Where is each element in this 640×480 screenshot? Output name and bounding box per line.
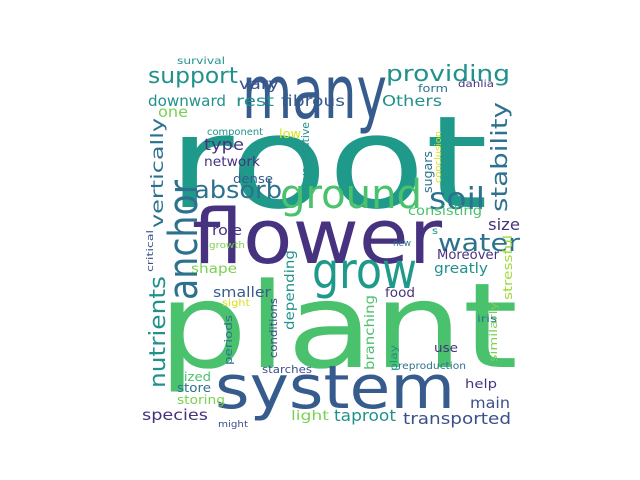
cloud-word: one (158, 103, 188, 121)
cloud-word: system (215, 353, 455, 423)
cloud-word: conditions (267, 298, 280, 358)
cloud-word: dahlia (458, 79, 494, 90)
cloud-word: reproduction (398, 361, 466, 372)
cloud-word: starches (262, 363, 312, 376)
cloud-word: water (438, 229, 520, 257)
cloud-word: sugars (421, 151, 435, 193)
cloud-word: nutrients (146, 276, 171, 388)
cloud-word: size (488, 215, 520, 234)
cloud-word: support (148, 64, 238, 89)
cloud-word: dense (233, 172, 273, 186)
cloud-word: survival (177, 56, 225, 67)
cloud-word: light (291, 409, 329, 424)
cloud-word: shape (191, 262, 237, 277)
cloud-word: Others (382, 92, 442, 110)
cloud-word: store (177, 381, 211, 395)
cloud-word: sized (177, 370, 211, 384)
cloud-word: iris (477, 314, 497, 325)
cloud-word: stressful (501, 235, 515, 300)
cloud-word: vertically (148, 118, 168, 228)
cloud-word: conclusion (434, 131, 444, 183)
cloud-word: soil (429, 182, 485, 217)
cloud-word: new (393, 239, 411, 249)
cloud-word: sight (222, 298, 250, 309)
cloud-word: flower (192, 192, 443, 281)
cloud-word: might (218, 420, 249, 430)
cloud-word: periods (222, 315, 235, 365)
cloud-word: use (434, 341, 458, 355)
cloud-word: component (207, 127, 263, 138)
cloud-word: critical (146, 230, 156, 272)
cloud-word: role (212, 223, 242, 239)
cloud-word: network (204, 155, 260, 170)
cloud-word: storing (177, 393, 225, 407)
cloud-word: vegetative (299, 122, 312, 180)
cloud-word: play (389, 345, 400, 371)
cloud-word: vary (239, 75, 279, 93)
cloud-word: food (385, 286, 415, 301)
cloud-word: consisting (408, 204, 482, 219)
cloud-word: depending (283, 250, 298, 330)
cloud-word: greatly (434, 261, 488, 277)
cloud-word: Moreover (437, 248, 500, 263)
cloud-word: taproot (334, 406, 396, 425)
cloud-word: low (279, 127, 301, 141)
cloud-word: branching (363, 295, 378, 370)
cloud-word: stability (488, 102, 513, 212)
cloud-word: help (465, 377, 497, 391)
cloud-word: type (204, 135, 244, 154)
cloud-word: similarly (487, 301, 500, 362)
cloud-word: fibrous (281, 92, 345, 110)
cloud-word: providing (386, 62, 510, 87)
cloud-word: s (432, 226, 438, 237)
cloud-word: smaller (213, 285, 271, 301)
cloud-word: many (242, 50, 387, 136)
cloud-word: rest (236, 92, 274, 110)
cloud-word: form (418, 82, 448, 95)
cloud-word: grow (312, 242, 417, 300)
cloud-word: species (142, 406, 208, 424)
cloud-word: growth (209, 241, 245, 251)
cloud-word: downward (148, 92, 226, 110)
cloud-word: absorb (194, 176, 282, 204)
cloud-word: ground (280, 172, 422, 218)
cloud-word: main (470, 394, 510, 412)
cloud-word: anchor (161, 180, 207, 300)
cloud-word: root (168, 89, 488, 238)
cloud-word: transported (403, 409, 511, 428)
cloud-word: plant (158, 257, 518, 395)
